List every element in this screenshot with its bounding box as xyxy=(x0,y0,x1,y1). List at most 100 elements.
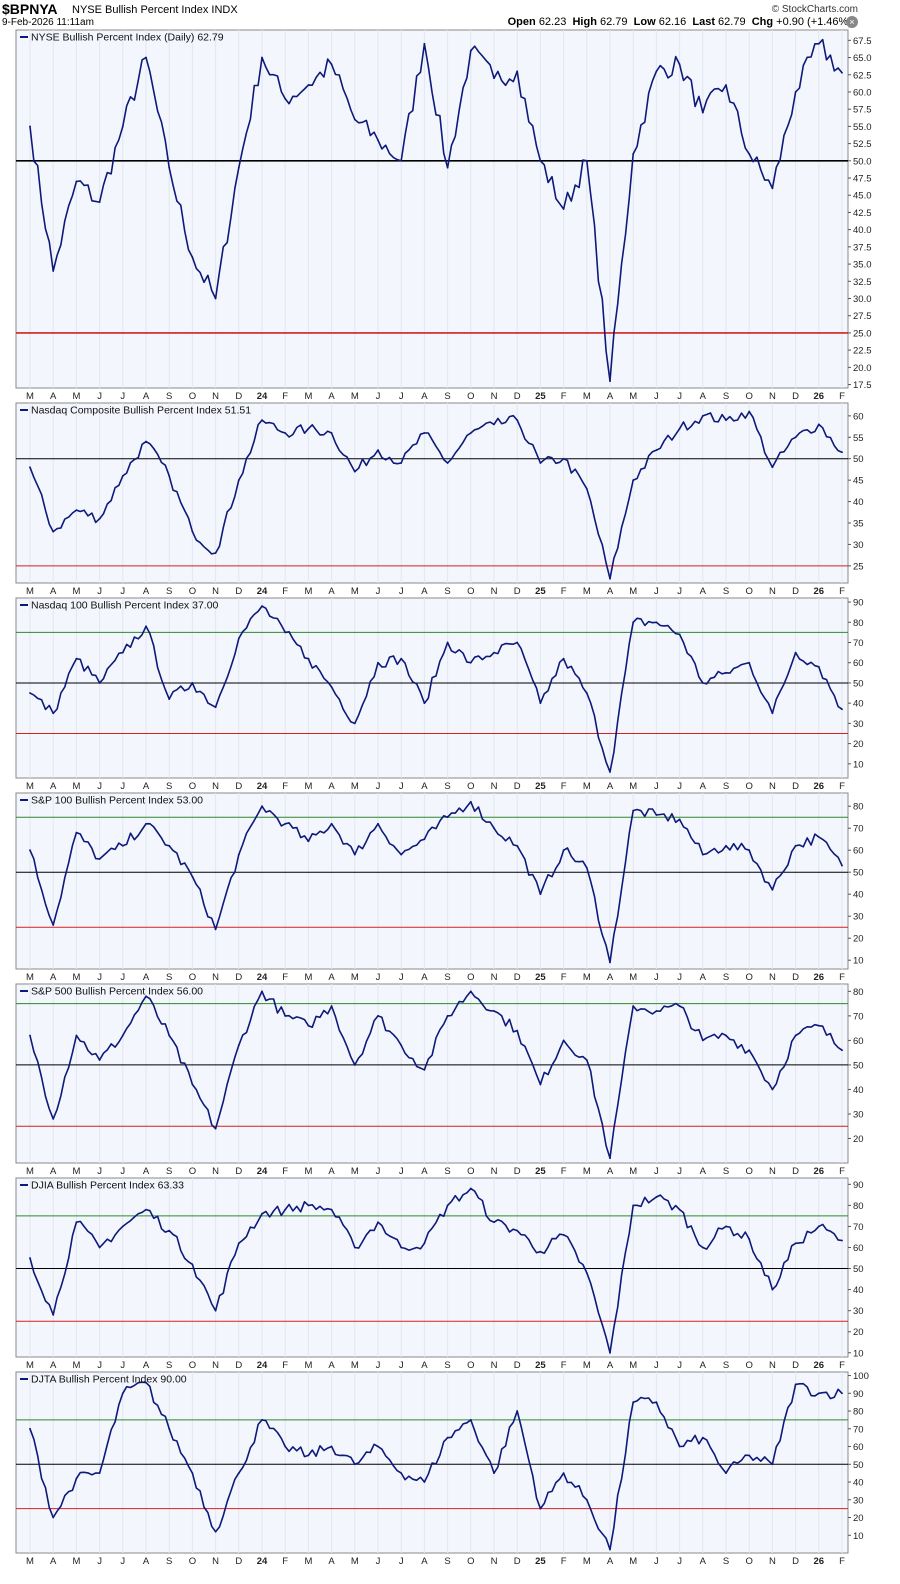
x-tick-label: A xyxy=(328,586,335,597)
x-tick-label: J xyxy=(399,586,404,597)
data-point xyxy=(237,479,240,482)
panel-1: 17.5 20.0 22.5 25.0 27.5 30.0 32.5 35.0 37.5 40.0… xyxy=(15,29,872,402)
x-tick-label: J xyxy=(97,391,102,402)
data-point xyxy=(353,1064,356,1066)
data-point xyxy=(145,440,147,443)
data-point xyxy=(168,844,171,847)
x-tick-label: J xyxy=(654,1166,659,1177)
x-tick-label: J xyxy=(376,781,381,792)
y-tick-label: 47.5 xyxy=(853,174,872,185)
y-tick-label: 52.5 xyxy=(853,139,872,150)
data-point xyxy=(585,866,588,869)
close-icon[interactable]: × xyxy=(846,16,858,28)
x-tick-label: J xyxy=(399,1166,404,1177)
x-tick-label: O xyxy=(746,1556,753,1567)
x-tick-label: A xyxy=(421,1166,428,1177)
x-tick-label: A xyxy=(607,972,614,983)
y-tick-label: 30 xyxy=(853,1109,864,1120)
data-point xyxy=(191,256,194,259)
data-point xyxy=(52,270,55,272)
x-tick-label: N xyxy=(212,1166,219,1177)
data-point xyxy=(562,1039,565,1042)
x-tick-label: S xyxy=(723,1166,729,1177)
y-tick-label: 40 xyxy=(853,1478,864,1489)
x-tick-label: N xyxy=(212,391,219,402)
data-point xyxy=(284,432,287,434)
x-tick-label: 25 xyxy=(535,586,546,597)
x-tick-label: J xyxy=(399,391,404,402)
data-point xyxy=(353,722,356,725)
x-tick-label: A xyxy=(143,972,150,983)
data-point xyxy=(284,822,287,825)
data-point xyxy=(98,1246,101,1249)
data-point xyxy=(841,708,843,711)
data-point xyxy=(168,698,171,701)
data-point xyxy=(771,1463,774,1466)
x-tick-label: O xyxy=(467,586,474,597)
y-tick-label: 60 xyxy=(853,1442,864,1453)
data-point xyxy=(168,1034,171,1037)
x-tick-label: M xyxy=(629,391,637,402)
y-tick-label: 80 xyxy=(853,1407,864,1418)
x-tick-label: M xyxy=(26,972,34,983)
series-line xyxy=(29,800,843,964)
x-tick-label: A xyxy=(328,781,335,792)
data-point xyxy=(400,462,403,464)
data-point xyxy=(678,818,681,821)
data-point xyxy=(330,1208,333,1211)
x-tick-label: M xyxy=(26,1360,34,1371)
data-point xyxy=(794,1034,797,1037)
data-point xyxy=(307,840,310,843)
data-point xyxy=(562,657,565,660)
x-tick-label: M xyxy=(629,1166,637,1177)
x-tick-label: J xyxy=(376,1556,381,1567)
data-point xyxy=(748,661,751,664)
data-point xyxy=(400,853,403,856)
y-tick-label: 40 xyxy=(853,1285,864,1296)
data-point xyxy=(725,844,727,847)
data-point xyxy=(609,1548,611,1551)
x-tick-label: M xyxy=(629,1360,637,1371)
panel-frame xyxy=(15,983,849,1164)
x-tick-label: M xyxy=(351,391,359,402)
data-point xyxy=(214,928,217,931)
x-tick-label: J xyxy=(97,1166,102,1177)
data-point xyxy=(516,70,519,73)
data-point xyxy=(307,1024,310,1027)
x-tick-label: M xyxy=(72,1360,80,1371)
panel-frame xyxy=(15,792,849,970)
y-tick-label: 45 xyxy=(853,476,864,487)
y-tick-label: 10 xyxy=(853,1348,864,1359)
y-tick-label: 20 xyxy=(853,1134,864,1145)
data-point xyxy=(261,805,263,808)
x-tick-label: O xyxy=(189,1360,196,1371)
data-point xyxy=(29,849,31,852)
data-point xyxy=(817,42,820,45)
x-tick-label: M xyxy=(583,1360,591,1371)
x-tick-label: M xyxy=(26,1166,34,1177)
data-point xyxy=(261,990,263,993)
y-tick-label: 40 xyxy=(853,890,864,901)
panel-5: 20 30 40 50 60 70 80 S&P 500 Bullish Percent In… xyxy=(15,983,864,1177)
data-point xyxy=(632,809,635,812)
y-tick-label: 70 xyxy=(853,1222,864,1233)
y-tick-label: 90 xyxy=(853,1180,864,1191)
data-point xyxy=(516,1229,519,1232)
data-point xyxy=(75,1477,78,1480)
data-point xyxy=(469,1187,472,1190)
data-point xyxy=(539,702,542,705)
data-point xyxy=(191,682,194,684)
x-tick-label: M xyxy=(26,586,34,597)
data-point xyxy=(748,153,751,155)
x-tick-label: D xyxy=(792,1556,799,1567)
data-point xyxy=(423,42,426,45)
panel-title: NYSE Bullish Percent Index (Daily) 62.79 xyxy=(31,32,224,44)
data-point xyxy=(145,995,147,998)
x-tick-label: S xyxy=(723,972,729,983)
y-tick-label: 20 xyxy=(853,1327,864,1338)
x-tick-label: M xyxy=(583,1556,591,1567)
data-point xyxy=(493,423,495,426)
data-point xyxy=(214,706,217,709)
x-tick-label: N xyxy=(491,586,498,597)
data-point xyxy=(446,1204,449,1207)
